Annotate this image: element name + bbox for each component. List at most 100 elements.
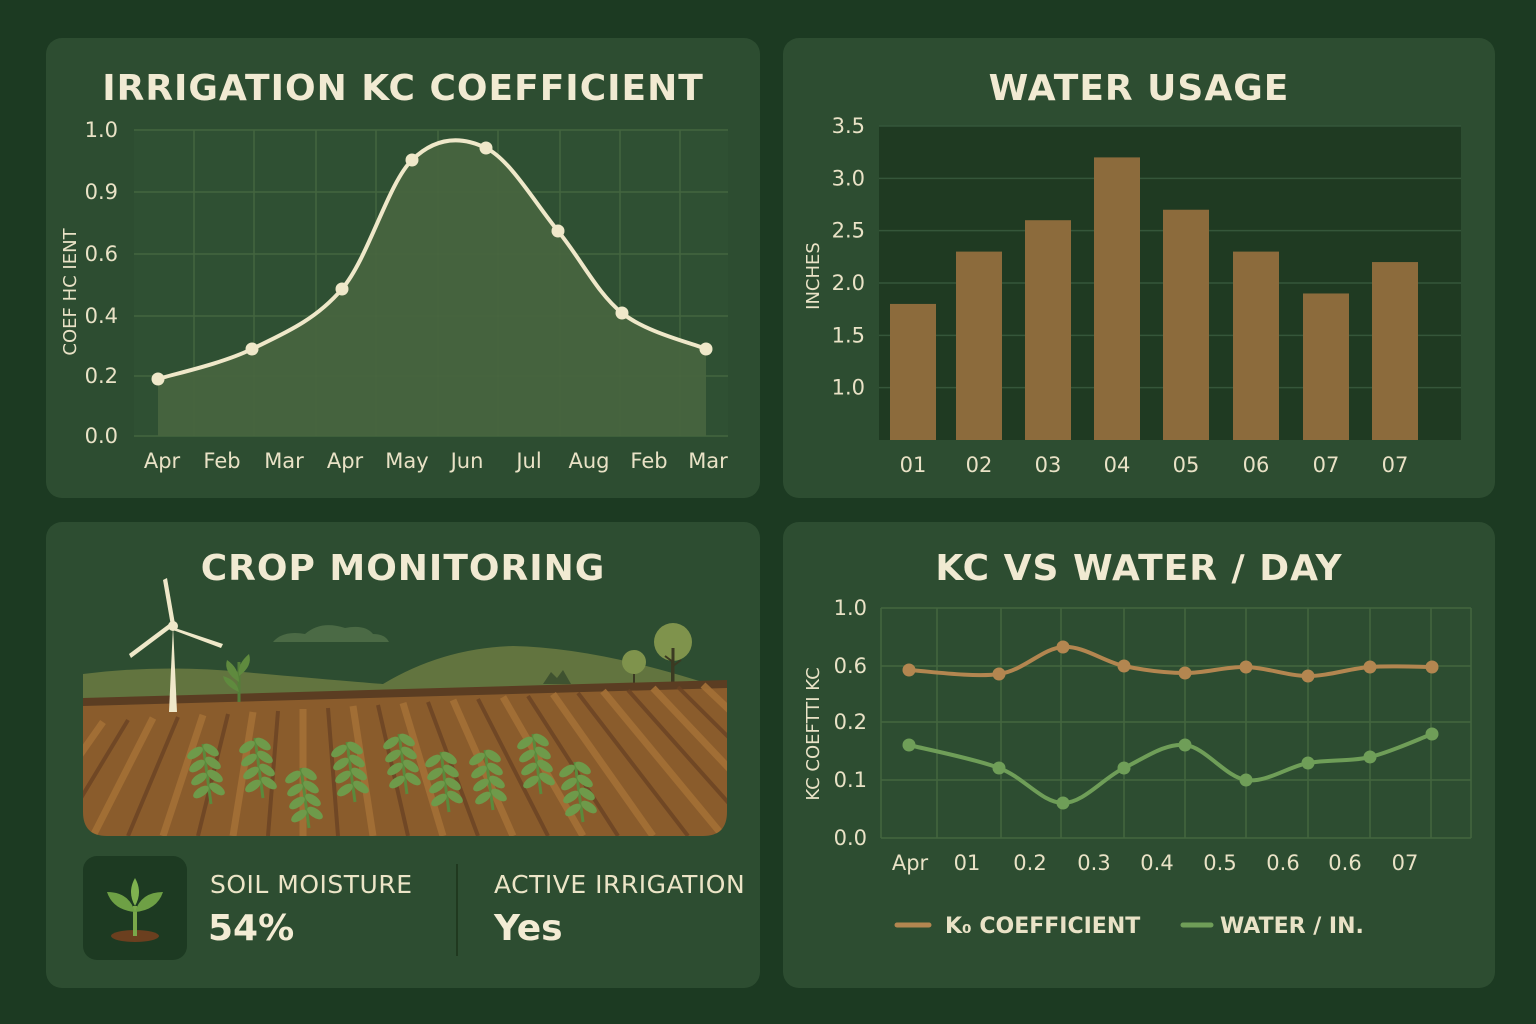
crop-leaf [287,783,303,797]
crop-leaf [399,733,415,747]
kc-data-point [151,372,165,386]
kc-chart: 0.0 0.2 0.4 0.6 0.9 1.0 Apr Feb Mar Apr May Jun Jul A… [60,118,728,473]
water-x-tick: 06 [1243,453,1270,477]
combo-x-tick: 0.3 [1077,851,1110,875]
kc-coefficient-point [1301,669,1315,683]
water-x-tick: 07 [1382,453,1409,477]
water-y-tick: 1.0 [832,376,865,400]
combo-y-axis-label: KC COEFTTI KC [803,667,824,800]
crop-leaf [243,766,259,780]
crop-leaf [349,754,365,768]
crop-leaf [207,769,223,783]
crop-leaf [255,737,271,751]
crop-leaf [431,793,447,807]
crop-leaf [443,764,459,778]
active-irrigation-label: ACTIVE IRRIGATION [494,870,746,899]
crop-stem [201,743,213,805]
kc-x-tick: May [385,449,428,473]
water-y-tick: 2.0 [832,271,865,295]
crop-leaf [245,779,261,793]
combo-x-tick: 01 [954,851,981,875]
water-x-tick: 05 [1173,453,1200,477]
kc-x-tick: Aug [568,449,609,473]
water-y-tick: 1.5 [832,323,865,347]
crop-leaf [301,767,317,781]
kc-data-point [699,342,713,356]
crop-leaf [489,775,505,789]
crop-leaf [565,803,581,817]
crop-leaf [441,751,457,765]
water-x-tick: 03 [1035,453,1062,477]
crop-leaf [403,759,419,773]
kc-y-tick: 0.2 [85,364,118,388]
crop-title: CROP MONITORING [200,548,606,589]
crop-leaf [579,787,595,801]
crop-leaf [427,767,443,781]
kc-x-tick: Apr [144,449,181,473]
water-point [1178,738,1192,752]
kc-x-tick: Mar [264,449,304,473]
water-x-tick: 07 [1313,453,1340,477]
kc-data-point [615,306,629,320]
water-bar [1303,293,1349,440]
kc-data-point [245,342,259,356]
crop-leaf [475,791,491,805]
kc-coefficient-point [992,667,1006,681]
kc-coefficient-point [1425,660,1439,674]
kc-data-point [479,141,493,155]
crop-stem [531,733,543,795]
crop-leaf [303,780,319,794]
kc-area-fill [158,140,706,436]
crop-leaf [581,800,597,814]
crop-leaf [289,796,305,810]
water-x-tick: 02 [966,453,993,477]
crop-leaf [469,752,485,766]
kc-coefficient-point [1117,659,1131,673]
crop-leaf [561,777,577,791]
crop-leaf [257,750,273,764]
water-x-tick: 04 [1104,453,1131,477]
crop-leaf [429,780,445,794]
crop-leaf [305,793,321,807]
active-irrigation-value: Yes [494,908,563,949]
stats-divider [456,864,458,956]
water-point [1117,761,1131,775]
combo-x-tick: 0.6 [1328,851,1361,875]
kc-x-tick: Apr [327,449,364,473]
crop-leaf [539,772,555,786]
kc-vs-water-chart: 0.0 0.1 0.2 0.6 1.0 Apr 01 0.2 0.3 0.4 0.5 0.6 0.6 07… [803,596,1472,939]
water-point [992,761,1006,775]
seedling-icon [107,878,163,942]
crop-stem [483,749,495,811]
water-chart: 1.0 1.5 2.0 2.5 3.0 3.5 01 02 03 04 05 06 07 07 INCHES [803,114,1461,477]
crop-leaf [337,783,353,797]
crop-leaf [401,746,417,760]
water-point [1301,756,1315,770]
crop-leaf [535,746,551,760]
crop-leaf [385,749,401,763]
water-point [1425,727,1439,741]
water-y-tick: 2.5 [832,219,865,243]
crop-leaf [239,740,255,754]
kc-data-point [335,282,349,296]
crop-leaf [209,782,225,796]
crop-leaf [389,775,405,789]
combo-x-tick: 0.5 [1203,851,1236,875]
crop-stem [345,741,357,803]
crop-leaf [537,759,553,773]
kc-coefficient-point [902,663,916,677]
combo-y-tick: 0.2 [834,710,867,734]
crop-leaf [191,772,207,786]
crop-leaf [307,806,323,820]
water-chart-title: WATER USAGE [988,68,1290,109]
kc-y-tick: 0.4 [85,304,118,328]
combo-y-tick: 0.1 [834,768,867,792]
crop-stem [573,761,585,823]
kc-x-tick: Feb [203,449,240,473]
combo-x-tick: 0.2 [1013,851,1046,875]
combo-x-tick: 07 [1392,851,1419,875]
kc-x-tick: Feb [630,449,667,473]
combo-y-tick: 0.6 [834,654,867,678]
crop-leaf [331,744,347,758]
kc-coefficient-panel: IRRIGATION KC COEFFICIENT 0.0 0.2 0.4 0.6 0.… [46,38,760,498]
